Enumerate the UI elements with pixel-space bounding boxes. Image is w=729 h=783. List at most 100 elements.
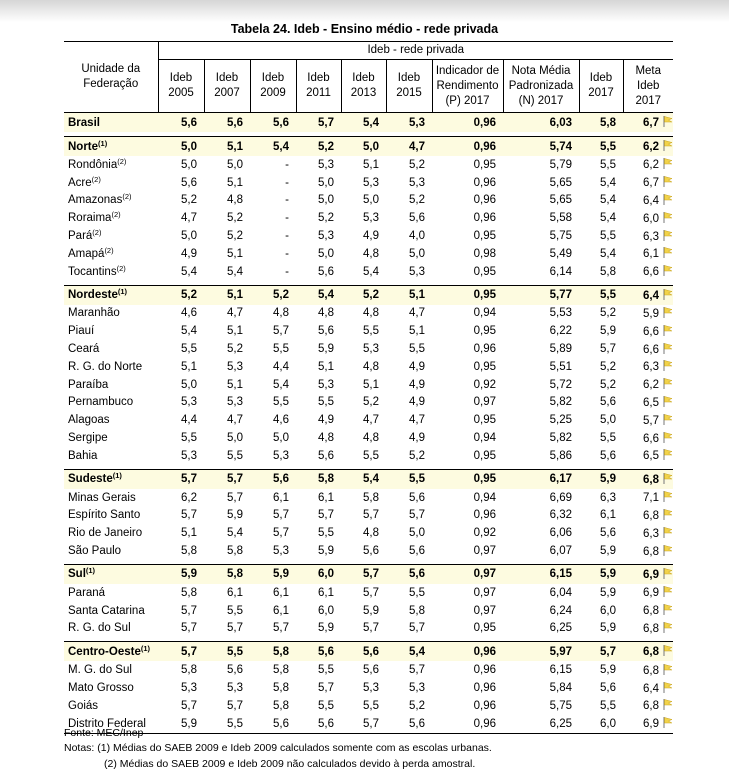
cell: 5,4 [250, 136, 296, 156]
flag-icon [663, 508, 673, 520]
cell: 6,8 [623, 641, 673, 662]
cell: 0,95 [473, 360, 496, 373]
cell: 5,9 [158, 714, 204, 734]
cell: - [285, 212, 289, 225]
cell: 6,4 [623, 192, 673, 210]
cell: 5,8 [250, 641, 296, 662]
unit-name: Nordeste(1) [64, 284, 158, 305]
unit-name: Amapá(2) [64, 245, 158, 263]
unit-name: Pará(2) [64, 227, 158, 245]
cell: 5,3 [318, 378, 334, 391]
cell: 5,74 [503, 136, 579, 156]
flag-icon [663, 431, 673, 443]
unit-label: Roraima [68, 212, 112, 225]
cell: 6,3 [600, 491, 616, 504]
cell: 4,9 [318, 414, 334, 427]
cell: 5,75 [549, 699, 572, 712]
cell: 6,1 [318, 491, 334, 504]
cell: 5,2 [227, 230, 243, 243]
cell: 5,3 [409, 176, 425, 189]
unit-name: Goiás [64, 697, 158, 715]
cell: 5,1 [227, 247, 243, 260]
cell: 5,4 [273, 378, 289, 391]
cell: 5,5 [363, 449, 379, 462]
unit-name: Paraíba [64, 376, 158, 394]
cell: 6,6 [623, 340, 673, 358]
cell: 5,8 [181, 664, 197, 677]
cell: 5,2 [250, 284, 296, 305]
cell: 6,07 [549, 545, 572, 558]
flag-icon [663, 449, 673, 461]
cell: 6,4 [623, 679, 673, 697]
cell: 4,8 [363, 527, 379, 540]
cell: 5,0 [409, 527, 425, 540]
cell: 5,6 [296, 714, 341, 734]
cell: 5,7 [296, 112, 341, 132]
cell: 4,9 [363, 230, 379, 243]
state-row: R. G. do Norte 5,1 5,3 4,4 5,1 4,8 4,9 0,95 5,51… [64, 358, 673, 376]
cell: 7,1 [623, 489, 673, 507]
cell: 5,6 [600, 396, 616, 409]
cell: 5,7 [318, 509, 334, 522]
cell: 0,94 [473, 491, 496, 504]
cell: 5,51 [549, 360, 572, 373]
unit-name: Minas Gerais [64, 489, 158, 507]
cell: 5,3 [227, 682, 243, 695]
unit-label: Espírito Santo [68, 509, 141, 522]
note-ref: (2) [111, 210, 121, 220]
unit-label: Amapá [68, 247, 105, 260]
cell: 5,9 [318, 343, 334, 356]
cell: 5,5 [600, 158, 616, 171]
cell: 6,2 [623, 136, 673, 156]
cell: 0,96 [432, 136, 503, 156]
flag-icon [663, 116, 673, 127]
cell: 5,9 [318, 622, 334, 635]
cell: 6,0 [579, 714, 623, 734]
cell: 5,3 [363, 682, 379, 695]
state-row: Acre(2) 5,6 5,1 - 5,0 5,3 5,3 0,96 5,65 5,4 6,7 [64, 174, 673, 192]
cell: 5,2 [409, 194, 425, 207]
cell: 5,77 [503, 284, 579, 305]
cell: 6,6 [623, 263, 673, 281]
cell: 5,7 [363, 586, 379, 599]
flag-icon [663, 140, 673, 151]
cell: 5,4 [296, 284, 341, 305]
cell: 0,95 [473, 158, 496, 171]
cell: 6,22 [549, 325, 572, 338]
cell: 4,8 [363, 432, 379, 445]
cell: 5,8 [600, 265, 616, 278]
cell: 5,2 [181, 194, 197, 207]
flag-icon [663, 342, 673, 354]
cell: 5,5 [181, 432, 197, 445]
state-row: Bahia 5,3 5,5 5,3 5,6 5,5 5,2 0,95 5,86 5,6 6,5 [64, 447, 673, 465]
flag-icon [663, 544, 673, 556]
flag-icon [663, 306, 673, 318]
cell: 0,97 [473, 545, 496, 558]
cell: 5,0 [158, 136, 204, 156]
flag-icon [663, 176, 673, 188]
cell: 6,9 [623, 584, 673, 602]
state-row: Espírito Santo 5,7 5,9 5,7 5,7 5,7 5,7 0,96 6,32… [64, 507, 673, 525]
note-ref: (1) [98, 138, 108, 148]
cell: 6,3 [623, 227, 673, 245]
note-ref: (2) [122, 192, 132, 202]
cell: 5,0 [181, 378, 197, 391]
cell: 5,7 [341, 714, 386, 734]
cell: 5,2 [227, 343, 243, 356]
cell: 4,8 [318, 432, 334, 445]
unit-label: São Paulo [68, 545, 122, 558]
cell: 5,5 [204, 714, 250, 734]
unit-name: Centro-Oeste(1) [64, 641, 158, 662]
cell: 6,8 [623, 602, 673, 620]
cell: 5,3 [273, 449, 289, 462]
cell: 5,7 [158, 641, 204, 662]
cell: 5,4 [227, 265, 243, 278]
cell: 5,5 [409, 586, 425, 599]
cell: 5,82 [549, 396, 572, 409]
cell: - [285, 176, 289, 189]
cell: 5,6 [600, 527, 616, 540]
cell: 6,5 [623, 394, 673, 412]
cell: 5,89 [549, 343, 572, 356]
unit-label: Tocantins [68, 265, 117, 278]
